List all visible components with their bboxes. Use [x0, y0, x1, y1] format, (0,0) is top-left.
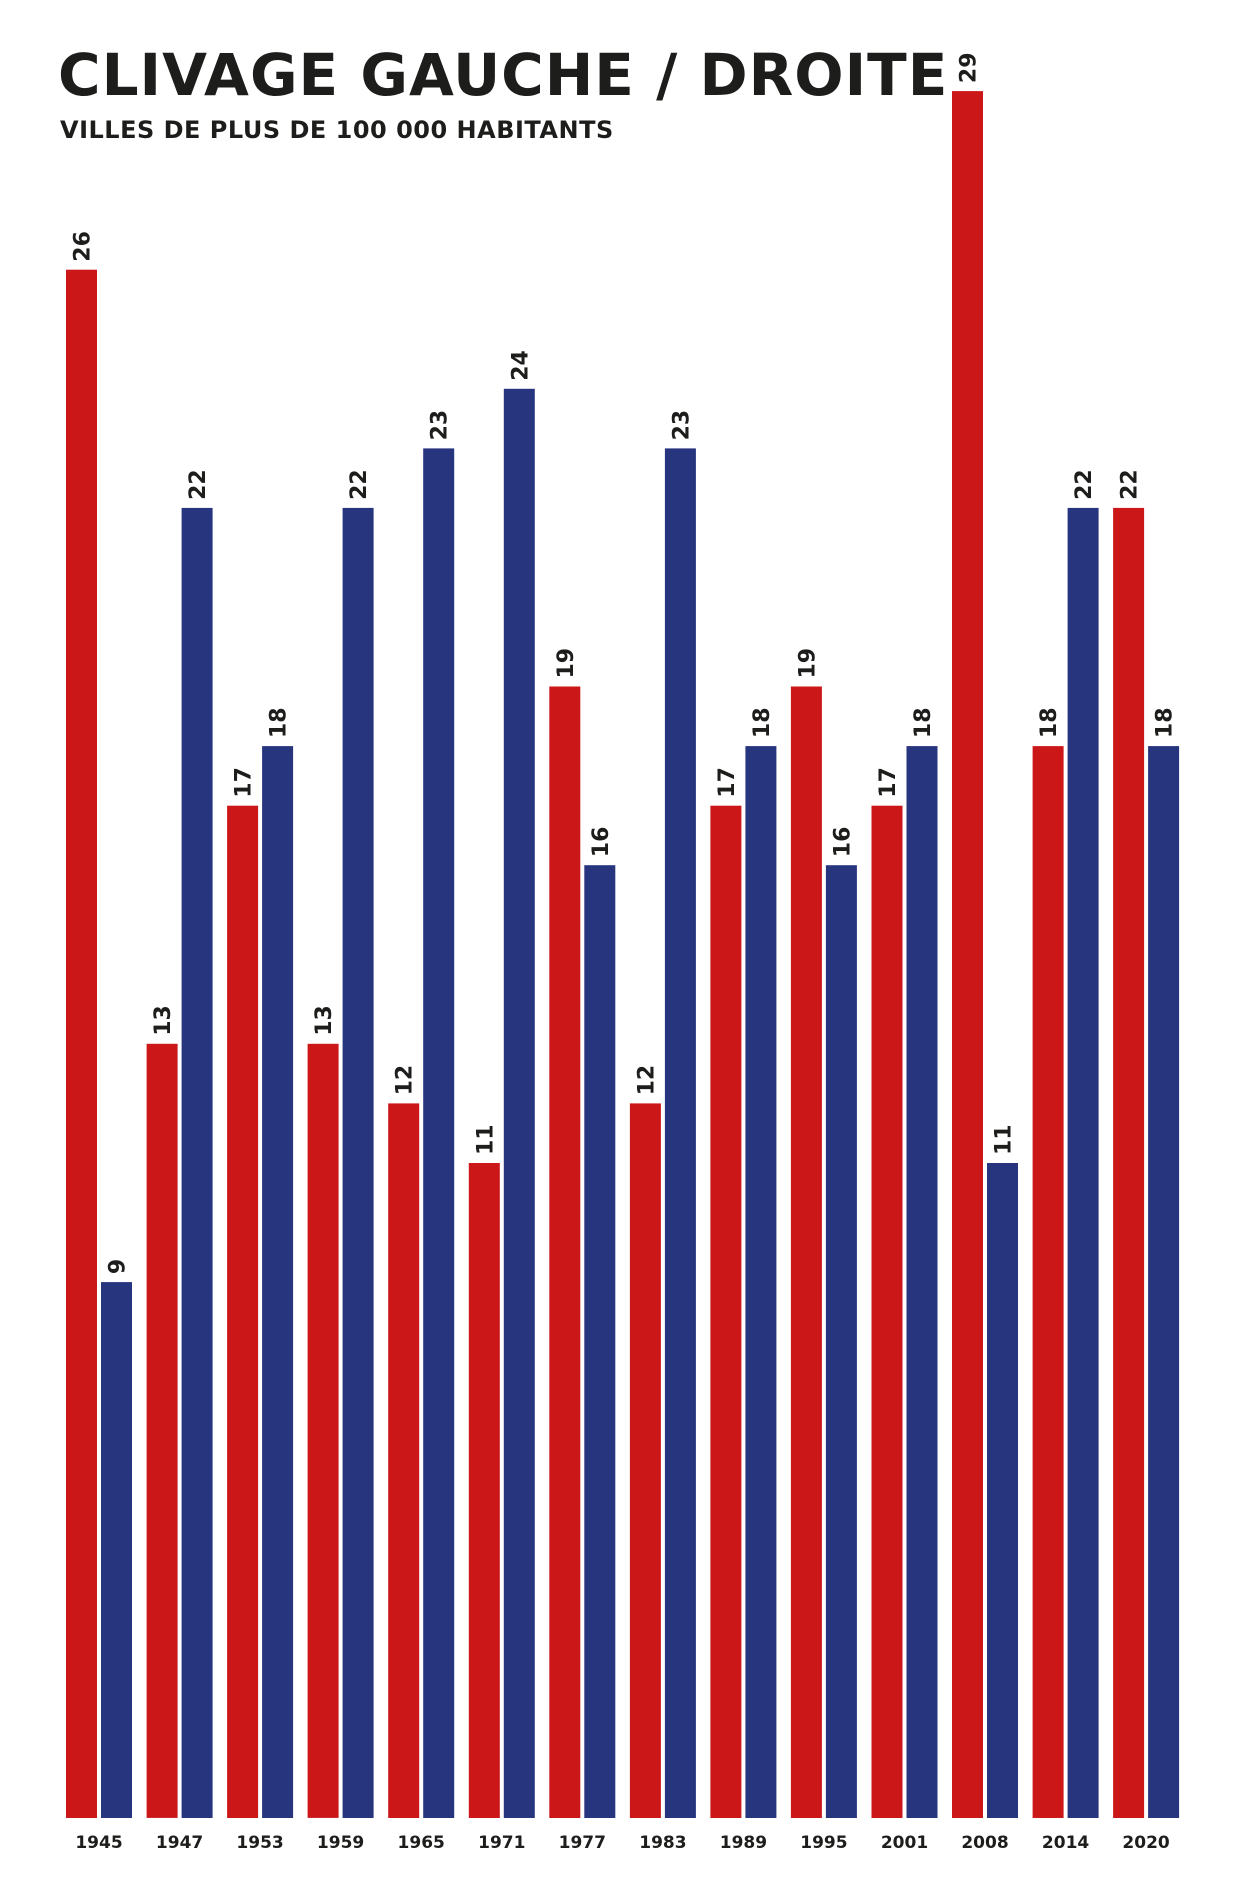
bar-1965-red [388, 1103, 420, 1818]
data-label-1953-blue: 18 [267, 707, 292, 738]
data-label-1983-red: 12 [634, 1065, 659, 1096]
data-label-1995-blue: 16 [830, 827, 855, 858]
data-label-1977-blue: 16 [589, 827, 614, 858]
bar-1945-red [66, 269, 97, 1819]
x-tick-label-2008: 2008 [961, 1833, 1008, 1853]
x-tick-label-2014: 2014 [1042, 1833, 1089, 1853]
bar-1983-red [629, 1103, 661, 1818]
bar-2008-red [952, 91, 983, 1819]
bar-1953-red [227, 805, 259, 1818]
x-tick-label-1995: 1995 [800, 1833, 847, 1853]
data-label-2014-blue: 22 [1072, 469, 1097, 500]
data-label-2001-blue: 18 [911, 707, 936, 738]
x-tick-label-1947: 1947 [156, 1833, 203, 1853]
bar-1953-blue [262, 746, 294, 1818]
bar-1989-blue [745, 746, 777, 1818]
bar-1989-red [710, 805, 742, 1818]
data-label-1983-blue: 23 [669, 410, 694, 441]
data-label-1953-red: 17 [232, 767, 257, 798]
x-tick-label-1971: 1971 [478, 1833, 525, 1853]
x-tick-label-1989: 1989 [720, 1833, 767, 1853]
bar-1965-blue [423, 448, 455, 1818]
data-label-1965-red: 12 [393, 1065, 418, 1096]
data-label-1977-red: 19 [554, 648, 579, 679]
data-label-1959-red: 13 [312, 1005, 337, 1036]
bar-1945-blue [101, 1282, 132, 1818]
data-label-1947-red: 13 [151, 1005, 176, 1036]
x-tick-label-1965: 1965 [398, 1833, 445, 1853]
data-label-2001-red: 17 [876, 767, 901, 798]
chart-title: CLIVAGE GAUCHE / DROITE [58, 41, 949, 109]
data-label-2020-blue: 18 [1153, 707, 1178, 738]
data-label-1989-blue: 18 [750, 707, 775, 738]
data-label-1989-red: 17 [715, 767, 740, 798]
x-tick-label-2001: 2001 [881, 1833, 928, 1853]
data-label-1947-blue: 22 [186, 469, 211, 500]
data-label-2020-red: 22 [1118, 469, 1143, 500]
bar-1977-red [549, 686, 581, 1818]
data-label-1971-red: 11 [473, 1124, 498, 1155]
x-tick-label-1959: 1959 [317, 1833, 364, 1853]
x-tick-label-1953: 1953 [236, 1833, 283, 1853]
bar-1947-red [146, 1043, 178, 1818]
data-label-1971-blue: 24 [508, 350, 533, 381]
bar-2001-blue [906, 746, 938, 1818]
bar-2008-blue [987, 1163, 1018, 1818]
data-label-1945-blue: 9 [106, 1259, 131, 1274]
x-tick-label-1977: 1977 [559, 1833, 606, 1853]
bar-2020-blue [1148, 746, 1180, 1818]
bar-1995-blue [825, 865, 857, 1818]
bar-1983-blue [664, 448, 696, 1818]
x-tick-label-1983: 1983 [639, 1833, 686, 1853]
bar-1947-blue [181, 507, 213, 1818]
bar-1971-red [468, 1163, 500, 1818]
data-label-1995-red: 19 [795, 648, 820, 679]
bar-2014-red [1032, 746, 1064, 1818]
bar-2020-red [1113, 507, 1145, 1818]
data-label-1965-blue: 23 [428, 410, 453, 441]
x-tick-label-2020: 2020 [1122, 1833, 1169, 1853]
x-tick-label-1945: 1945 [75, 1833, 122, 1853]
bar-1977-blue [584, 865, 616, 1818]
data-label-2008-blue: 11 [992, 1124, 1017, 1155]
bar-2001-red [871, 805, 903, 1818]
data-label-1945-red: 26 [71, 231, 96, 262]
bar-2014-blue [1067, 507, 1099, 1818]
bar-1959-red [307, 1043, 339, 1818]
bar-1971-blue [503, 388, 535, 1818]
bar-1959-blue [342, 507, 374, 1818]
data-label-2014-red: 18 [1037, 707, 1062, 738]
chart-subtitle: VILLES DE PLUS DE 100 000 HABITANTS [60, 116, 614, 144]
data-label-2008-red: 29 [957, 52, 982, 83]
data-label-1959-blue: 22 [347, 469, 372, 500]
bar-1995-red [790, 686, 822, 1818]
